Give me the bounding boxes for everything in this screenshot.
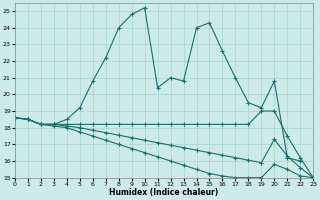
X-axis label: Humidex (Indice chaleur): Humidex (Indice chaleur) [109,188,219,197]
